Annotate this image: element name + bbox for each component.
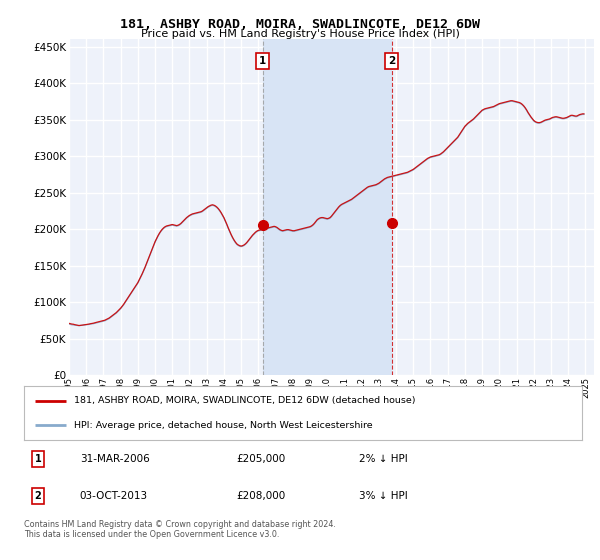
Text: 1: 1 xyxy=(35,454,41,464)
Text: 03-OCT-2013: 03-OCT-2013 xyxy=(80,491,148,501)
Text: 181, ASHBY ROAD, MOIRA, SWADLINCOTE, DE12 6DW: 181, ASHBY ROAD, MOIRA, SWADLINCOTE, DE1… xyxy=(120,18,480,31)
Text: 31-MAR-2006: 31-MAR-2006 xyxy=(80,454,149,464)
Bar xyxy=(263,39,392,375)
Text: Price paid vs. HM Land Registry's House Price Index (HPI): Price paid vs. HM Land Registry's House … xyxy=(140,29,460,39)
Text: 1: 1 xyxy=(259,56,266,66)
Text: 2% ↓ HPI: 2% ↓ HPI xyxy=(359,454,407,464)
Text: £205,000: £205,000 xyxy=(236,454,285,464)
Text: 2: 2 xyxy=(35,491,41,501)
Text: 3% ↓ HPI: 3% ↓ HPI xyxy=(359,491,407,501)
Text: 181, ASHBY ROAD, MOIRA, SWADLINCOTE, DE12 6DW (detached house): 181, ASHBY ROAD, MOIRA, SWADLINCOTE, DE1… xyxy=(74,396,416,405)
Text: HPI: Average price, detached house, North West Leicestershire: HPI: Average price, detached house, Nort… xyxy=(74,421,373,430)
Text: £208,000: £208,000 xyxy=(236,491,285,501)
Text: 2: 2 xyxy=(388,56,395,66)
Text: Contains HM Land Registry data © Crown copyright and database right 2024.
This d: Contains HM Land Registry data © Crown c… xyxy=(24,520,336,539)
